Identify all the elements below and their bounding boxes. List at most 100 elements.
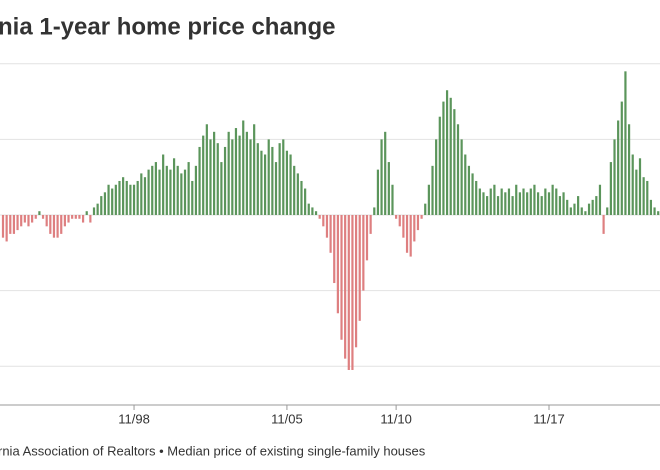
bar (67, 214, 70, 223)
bar (143, 177, 147, 215)
bar (114, 184, 117, 215)
bar (34, 214, 37, 219)
bar (613, 139, 616, 215)
bar (169, 169, 172, 215)
bar (369, 214, 372, 234)
bar (511, 196, 514, 215)
bar (23, 214, 26, 223)
bar (646, 180, 649, 215)
bar (544, 188, 547, 215)
bar (358, 214, 361, 321)
bar (416, 214, 420, 231)
bar (325, 214, 329, 238)
bar (347, 214, 350, 370)
bar (351, 214, 354, 370)
bar (249, 139, 252, 215)
bar (293, 165, 296, 215)
bar (467, 165, 471, 215)
bar (591, 199, 594, 215)
bar (402, 214, 405, 238)
bar (267, 139, 270, 215)
bar (165, 165, 168, 215)
bar (296, 173, 299, 215)
bar (438, 116, 441, 215)
bar (584, 211, 587, 215)
bar (223, 146, 227, 215)
bar (231, 139, 234, 215)
bar (103, 192, 107, 215)
bar (129, 184, 132, 215)
bar (500, 188, 503, 215)
x-tick-label: 11/05 (271, 411, 303, 426)
bar (191, 180, 194, 215)
bar (242, 120, 245, 215)
bar (256, 143, 259, 215)
bar (125, 180, 128, 215)
bar (220, 162, 223, 215)
bar (38, 211, 41, 215)
bar (478, 188, 481, 215)
bar (649, 199, 653, 215)
bar (486, 196, 489, 215)
bar (653, 207, 656, 215)
bar (526, 192, 529, 215)
bar (489, 188, 492, 215)
bar (180, 173, 183, 215)
bar (642, 177, 645, 215)
bar (209, 139, 212, 215)
bar (558, 196, 562, 215)
bar (329, 214, 332, 253)
bar (391, 184, 394, 215)
x-tick-label: 11/98 (118, 411, 150, 426)
bar (12, 214, 16, 234)
bar (27, 214, 30, 227)
bar (100, 196, 103, 215)
bar (172, 158, 176, 215)
bar (598, 184, 602, 215)
bar (253, 124, 256, 215)
bar (63, 214, 66, 227)
bar (89, 214, 92, 223)
bar (96, 203, 99, 215)
bar (45, 214, 48, 227)
bar (540, 196, 543, 215)
bar (529, 188, 532, 215)
bar (245, 131, 248, 215)
bar (183, 169, 187, 215)
bar (453, 109, 456, 215)
bar (380, 139, 383, 215)
bar (132, 184, 136, 215)
bar (373, 207, 376, 215)
bar (20, 214, 23, 227)
bar (405, 214, 409, 253)
bar (304, 188, 307, 215)
bar (238, 135, 241, 215)
bar (322, 214, 325, 227)
bar (154, 162, 157, 215)
bar (1, 214, 5, 238)
bar (227, 131, 230, 215)
bar (384, 131, 387, 215)
bar (92, 207, 96, 215)
bar (365, 214, 369, 261)
bar (151, 165, 154, 215)
bar (187, 162, 190, 215)
bar (624, 71, 627, 215)
bar (333, 214, 336, 284)
bar (435, 139, 438, 215)
bar (216, 143, 219, 215)
bar (606, 207, 609, 215)
bar (493, 184, 496, 215)
bar (496, 196, 500, 215)
bar (111, 188, 114, 215)
bar (449, 97, 452, 215)
bar (16, 214, 19, 231)
bar (536, 192, 540, 215)
bar (657, 211, 660, 215)
bar (202, 135, 205, 215)
bar (456, 124, 460, 215)
bar (522, 188, 525, 215)
bar (427, 184, 430, 215)
bar (282, 139, 285, 215)
bar (409, 214, 412, 257)
